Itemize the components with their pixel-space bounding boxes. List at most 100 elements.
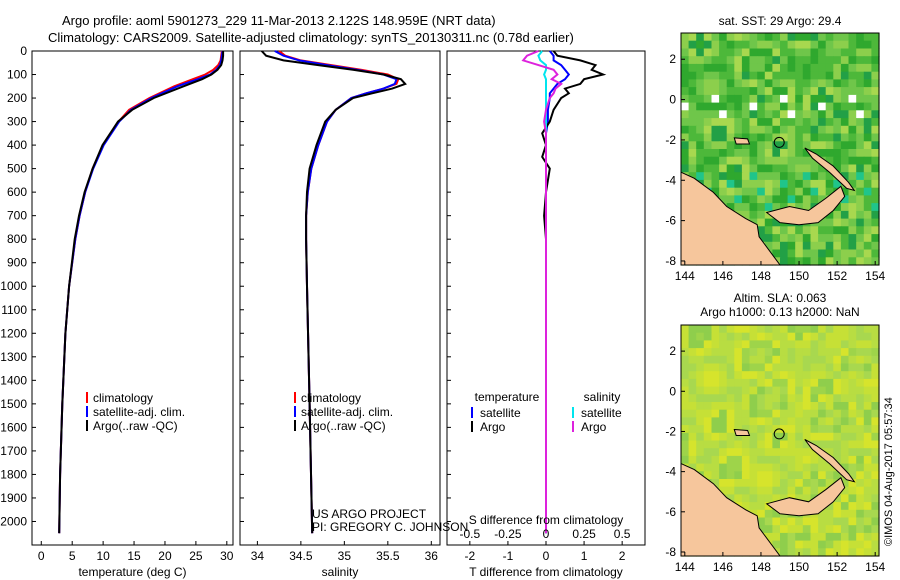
diff-legend-salinity-title: salinity bbox=[584, 390, 621, 404]
salinity-series-argo-raw-qc- bbox=[260, 50, 407, 534]
sla-map-cell bbox=[757, 448, 766, 457]
sla-map-cell bbox=[833, 371, 842, 380]
sla-map-cell bbox=[810, 455, 819, 465]
sla-map-cell bbox=[726, 432, 735, 442]
sla-map-cell bbox=[833, 448, 842, 457]
sst-map-cell bbox=[787, 164, 796, 173]
sla-map-cell bbox=[703, 371, 712, 380]
sla-map-cell bbox=[848, 525, 857, 534]
sst-map-cell bbox=[711, 56, 720, 65]
sst-map-cell bbox=[810, 133, 819, 142]
sst-map-cell bbox=[856, 133, 865, 142]
sst-map-cell bbox=[787, 118, 796, 127]
sst-map-cell bbox=[802, 249, 811, 258]
sla-map-cell bbox=[840, 332, 850, 341]
depth-tick-label: 900 bbox=[7, 256, 27, 270]
sla-map-cell bbox=[787, 402, 796, 411]
sla-map-cell bbox=[772, 509, 781, 519]
sla-map-cell bbox=[703, 463, 712, 472]
sst-map-cell bbox=[848, 203, 857, 212]
sla-map-cell bbox=[780, 517, 789, 526]
sla-map-cell bbox=[787, 355, 796, 365]
sla-map-cell bbox=[856, 455, 865, 465]
sla-map-cell bbox=[734, 378, 743, 388]
sla-map-cell bbox=[802, 363, 811, 372]
sst-map-cell bbox=[681, 48, 690, 57]
sla-map-cell bbox=[719, 332, 728, 341]
sla-map-cell bbox=[818, 378, 827, 388]
sla-map-cell bbox=[810, 448, 819, 457]
sst-map-cell bbox=[734, 71, 743, 80]
sla-map-cell bbox=[780, 525, 789, 534]
sla-map-cell bbox=[863, 378, 872, 388]
sst-map-cell bbox=[772, 79, 781, 88]
sla-map-cell bbox=[711, 455, 720, 465]
sst-map-cell bbox=[681, 87, 690, 96]
sst-map-xtick-label: 150 bbox=[789, 269, 809, 283]
sst-map-cell bbox=[734, 102, 743, 111]
depth-tick-label: 400 bbox=[7, 138, 27, 152]
sst-map-cell bbox=[840, 133, 850, 142]
sla-map-cell bbox=[726, 479, 735, 488]
sla-map-cell bbox=[681, 371, 690, 380]
salinity-xtick-label: 35 bbox=[338, 549, 352, 563]
sst-map-cell bbox=[787, 257, 796, 266]
sla-map-cell bbox=[795, 455, 804, 465]
sla-map-cell bbox=[726, 332, 735, 341]
sst-map-cell bbox=[726, 203, 735, 212]
depth-tick-label: 200 bbox=[7, 91, 27, 105]
sst-map-cell bbox=[818, 187, 827, 196]
depth-tick-label: 1200 bbox=[0, 326, 27, 340]
sla-map-cell bbox=[833, 402, 842, 411]
sst-map-cell bbox=[833, 241, 842, 251]
sst-map-cell bbox=[833, 118, 842, 127]
sla-map-cell bbox=[734, 494, 743, 503]
sst-map-cell bbox=[871, 234, 880, 243]
sst-map-cell bbox=[757, 203, 766, 212]
sst-map-cell bbox=[818, 257, 827, 266]
sla-map-cell bbox=[863, 386, 872, 395]
sst-map-cell bbox=[825, 125, 834, 135]
sst-map-cell bbox=[734, 118, 743, 127]
sla-map-cell bbox=[688, 394, 697, 403]
sst-map-cell bbox=[848, 79, 857, 88]
sst-map-cell bbox=[780, 48, 789, 57]
sla-map-cell bbox=[749, 332, 758, 341]
sst-map-cell bbox=[840, 210, 850, 220]
sla-map-cell bbox=[856, 479, 865, 488]
sst-map-cell bbox=[802, 63, 811, 73]
sst-map-cell bbox=[681, 56, 690, 65]
depth-tick-label: 1300 bbox=[0, 350, 27, 364]
sla-map-cell bbox=[818, 509, 827, 519]
sla-map-cell bbox=[726, 371, 735, 380]
sla-map-cell bbox=[795, 432, 804, 442]
sst-map-cell bbox=[757, 87, 766, 96]
sst-map-cell bbox=[688, 172, 697, 181]
sst-map-cell bbox=[764, 63, 773, 73]
sst-map-cell bbox=[810, 249, 819, 258]
sla-map-cell bbox=[833, 494, 842, 503]
sst-map-cell bbox=[726, 94, 735, 104]
sla-map-cell bbox=[711, 332, 720, 341]
pi-credit: PI: GREGORY C. JOHNSON bbox=[312, 520, 468, 534]
sla-map-cell bbox=[802, 525, 811, 534]
sla-map-cell bbox=[840, 355, 850, 365]
sst-map-cell bbox=[703, 79, 712, 88]
sst-map-cell bbox=[734, 164, 743, 173]
sla-map-cell bbox=[825, 386, 834, 395]
sla-map-cell bbox=[719, 340, 728, 349]
sla-map-cell bbox=[772, 532, 781, 542]
sla-map-cell bbox=[840, 386, 850, 395]
sst-map-cell bbox=[772, 102, 781, 111]
sla-map-cell bbox=[818, 332, 827, 341]
sst-map-cell bbox=[802, 187, 811, 196]
sla-map-cell bbox=[681, 394, 690, 403]
sla-map-cell bbox=[719, 463, 728, 472]
sst-map-cell bbox=[810, 79, 819, 88]
sla-map-cell bbox=[772, 355, 781, 365]
sla-map-cell bbox=[848, 378, 857, 388]
sst-map-cell bbox=[825, 234, 834, 243]
sst-map-cell bbox=[757, 118, 766, 127]
sla-map-cell bbox=[719, 378, 728, 388]
sla-map-cell bbox=[863, 471, 872, 480]
